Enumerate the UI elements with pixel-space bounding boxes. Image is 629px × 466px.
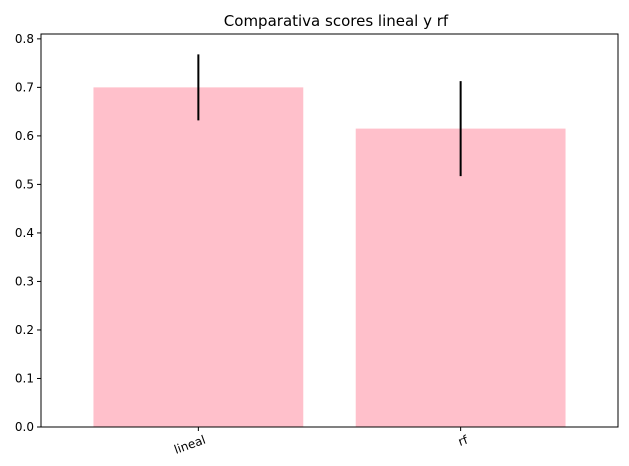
y-tick-label: 0.8: [15, 32, 34, 46]
y-tick-label: 0.0: [15, 420, 34, 434]
error-bars-group: [197, 54, 462, 177]
x-tick-label-rf: rf: [456, 432, 470, 449]
y-tick-label: 0.7: [15, 80, 34, 94]
y-tick-label: 0.5: [15, 177, 34, 191]
y-tick-label: 0.2: [15, 323, 34, 337]
bar-rf: [355, 128, 566, 427]
plot-frame: [40, 33, 619, 428]
bars-group: [93, 87, 566, 428]
bar-lineal: [93, 87, 304, 428]
y-tick-label: 0.4: [15, 226, 34, 240]
y-tick-label: 0.6: [15, 129, 34, 143]
chart-title: Comparativa scores lineal y rf: [224, 12, 449, 30]
y-tick-label: 0.1: [15, 371, 34, 385]
x-axis: lineal rf: [172, 427, 470, 457]
y-tick-label: 0.3: [15, 274, 34, 288]
y-axis: 0.0 0.1 0.2 0.3 0.4 0.5 0.6 0.7 0.8: [15, 32, 41, 434]
x-tick-label-lineal: lineal: [172, 433, 207, 457]
